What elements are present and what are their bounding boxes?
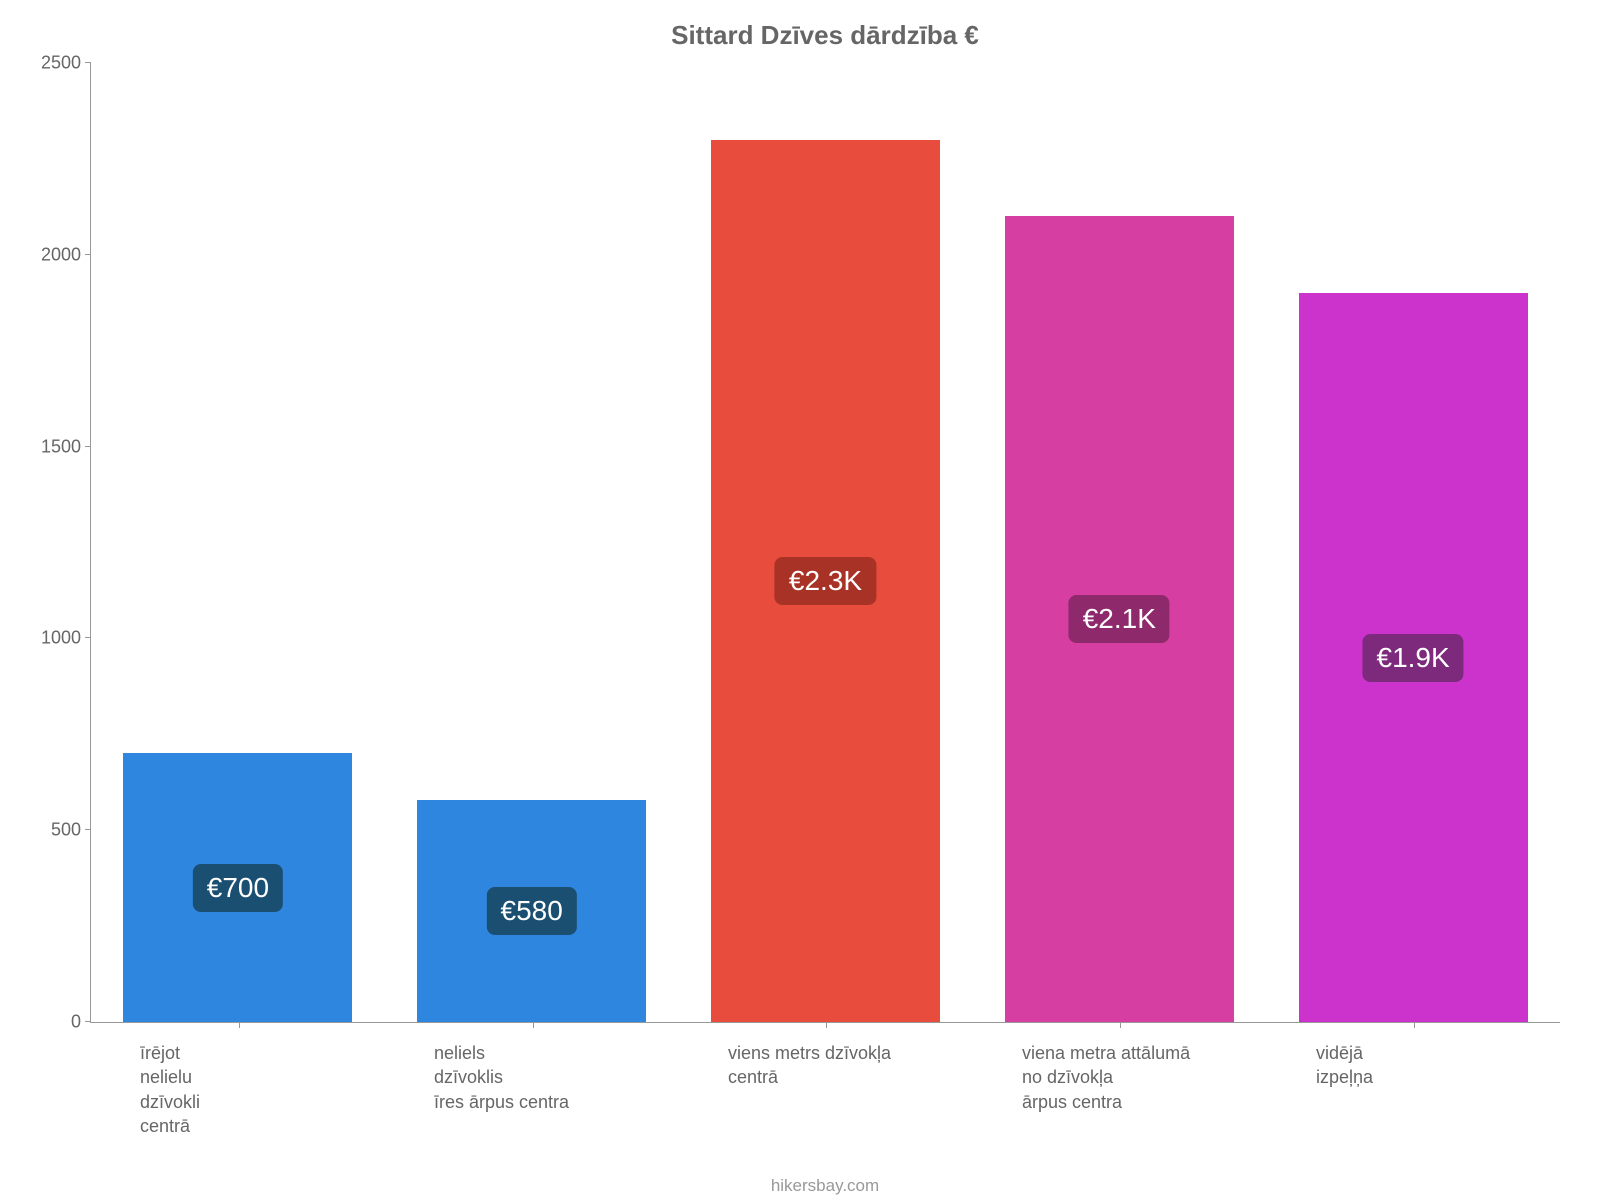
bar-value-label: €700 bbox=[193, 864, 283, 912]
x-axis-label: vidējā izpeļņa bbox=[1266, 1041, 1560, 1138]
bar-slot: €2.1K bbox=[972, 63, 1266, 1022]
y-tick-label: 1000 bbox=[21, 628, 81, 649]
footer-credit: hikersbay.com bbox=[90, 1176, 1560, 1196]
x-tick-mark bbox=[239, 1022, 240, 1028]
bar-slot: €2.3K bbox=[679, 63, 973, 1022]
plot-area: €700€580€2.3K€2.1K€1.9K 0500100015002000… bbox=[90, 63, 1560, 1023]
bar-value-label: €2.3K bbox=[775, 557, 876, 605]
bar-slot: €700 bbox=[91, 63, 385, 1022]
bar: €1.9K bbox=[1299, 293, 1528, 1022]
y-tick-label: 0 bbox=[21, 1012, 81, 1033]
bar: €2.1K bbox=[1005, 216, 1234, 1022]
bar-value-label: €2.1K bbox=[1069, 595, 1170, 643]
x-axis-label: neliels dzīvoklis īres ārpus centra bbox=[384, 1041, 678, 1138]
x-tick-mark bbox=[826, 1022, 827, 1028]
y-tick-label: 2500 bbox=[21, 53, 81, 74]
y-tick-label: 1500 bbox=[21, 436, 81, 457]
y-tick-mark bbox=[85, 62, 91, 63]
y-tick-label: 2000 bbox=[21, 244, 81, 265]
x-axis-labels: īrējot nelielu dzīvokli centrāneliels dz… bbox=[90, 1041, 1560, 1138]
bar: €2.3K bbox=[711, 140, 940, 1022]
y-tick-mark bbox=[85, 446, 91, 447]
bar: €700 bbox=[123, 753, 352, 1022]
y-tick-mark bbox=[85, 829, 91, 830]
y-tick-mark bbox=[85, 254, 91, 255]
y-tick-mark bbox=[85, 1021, 91, 1022]
chart-title: Sittard Dzīves dārdzība € bbox=[90, 20, 1560, 51]
x-axis-label: viena metra attālumā no dzīvokļa ārpus c… bbox=[972, 1041, 1266, 1138]
x-tick-mark bbox=[1120, 1022, 1121, 1028]
bar-value-label: €580 bbox=[487, 887, 577, 935]
bar: €580 bbox=[417, 800, 646, 1022]
chart-container: Sittard Dzīves dārdzība € €700€580€2.3K€… bbox=[0, 0, 1600, 1200]
bar-value-label: €1.9K bbox=[1362, 634, 1463, 682]
bar-slot: €1.9K bbox=[1266, 63, 1560, 1022]
bar-slot: €580 bbox=[385, 63, 679, 1022]
bars-row: €700 €580 €2.3K €2.1K €1.9K bbox=[91, 63, 1560, 1022]
x-tick-mark bbox=[1414, 1022, 1415, 1028]
y-tick-label: 500 bbox=[21, 820, 81, 841]
x-tick-mark bbox=[533, 1022, 534, 1028]
x-axis-label: viens metrs dzīvokļa centrā bbox=[678, 1041, 972, 1138]
x-axis-label: īrējot nelielu dzīvokli centrā bbox=[90, 1041, 384, 1138]
y-tick-mark bbox=[85, 637, 91, 638]
